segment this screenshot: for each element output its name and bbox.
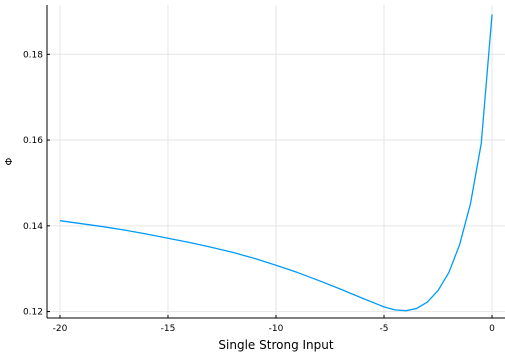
x-tick-label: -5 xyxy=(380,324,389,334)
series-layer xyxy=(59,14,493,312)
axis-ticks: -20 -15 -10 -5 0 0.12 0.14 0.16 0.18 xyxy=(23,50,495,334)
x-tick-label: -15 xyxy=(161,324,176,334)
y-tick-label: 0.14 xyxy=(23,222,43,232)
grid-lines xyxy=(47,5,505,318)
y-axis-label: Φ xyxy=(4,157,15,165)
y-tick-label: 0.16 xyxy=(23,136,43,146)
y-tick-label: 0.18 xyxy=(23,50,43,60)
series-line xyxy=(59,14,493,312)
y-tick-label: 0.12 xyxy=(23,308,43,318)
x-tick-label: -10 xyxy=(269,324,284,334)
x-tick-label: -20 xyxy=(53,324,68,334)
x-axis-label: Single Strong Input xyxy=(218,338,333,352)
x-tick-label: 0 xyxy=(489,324,495,334)
